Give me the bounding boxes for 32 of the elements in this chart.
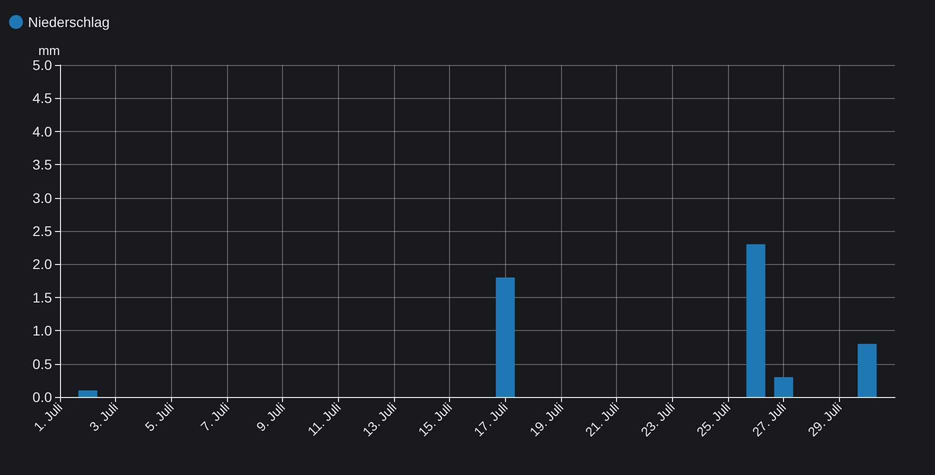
x-tick-label: 13. Juli xyxy=(360,400,400,440)
bar xyxy=(78,390,98,397)
y-tick-label: 1.5 xyxy=(32,289,52,306)
y-tick-label: 3.0 xyxy=(32,190,52,206)
bar xyxy=(858,344,877,397)
bar xyxy=(496,277,515,397)
bar xyxy=(774,377,794,397)
x-tick-label: 7. Juli xyxy=(198,400,232,434)
x-tick-label: 27. Juli xyxy=(749,400,790,440)
y-tick-label: 5.0 xyxy=(32,57,52,73)
x-tick-label: 15. Juli xyxy=(415,400,456,440)
bar xyxy=(746,244,766,397)
y-tick-label: 0.5 xyxy=(32,356,52,372)
y-tick-label: 4.0 xyxy=(32,123,52,140)
x-tick-label: 17. Juli xyxy=(470,400,511,440)
legend-label: Niederschlag xyxy=(28,14,110,30)
y-tick-label: 0.0 xyxy=(32,389,52,405)
y-tick-label: 2.5 xyxy=(32,223,52,239)
y-tick-label: 2.0 xyxy=(32,256,52,272)
x-tick-label: 21. Juli xyxy=(582,400,622,440)
x-tick-label: 23. Juli xyxy=(638,400,678,440)
x-tick-label: 19. Juli xyxy=(526,400,566,440)
y-tick-label: 1.0 xyxy=(32,322,52,339)
x-tick-label: 9. Juli xyxy=(253,400,288,434)
y-tick-label: 3.5 xyxy=(32,156,52,173)
x-tick-label: 25. Juli xyxy=(694,400,734,440)
y-axis-title: mm xyxy=(38,43,60,58)
x-tick-label: 11. Juli xyxy=(304,400,344,439)
x-tick-label: 3. Juli xyxy=(86,400,122,434)
x-tick-label: 5. Juli xyxy=(142,400,177,434)
y-tick-label: 4.5 xyxy=(32,90,52,106)
x-tick-label: 29. Juli xyxy=(804,400,845,440)
